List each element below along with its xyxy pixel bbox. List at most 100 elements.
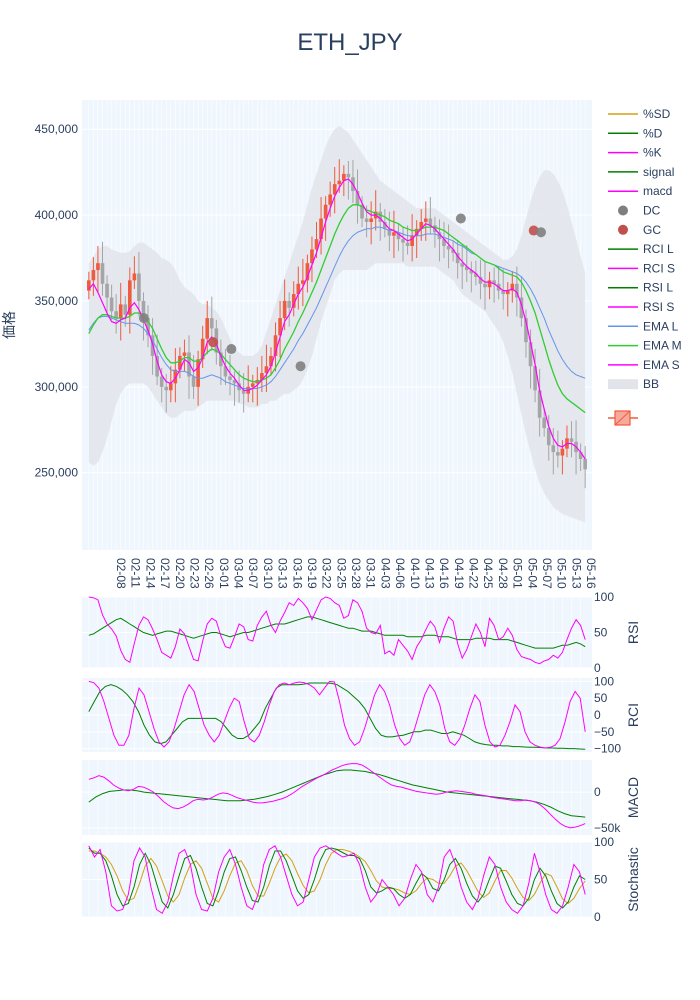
candle-body — [137, 273, 141, 301]
legend-label: %SD — [643, 107, 671, 121]
subplot-tick-label: 100 — [594, 835, 614, 849]
k-line — [88, 845, 586, 915]
candle-body — [524, 318, 528, 343]
candle-body — [460, 263, 465, 267]
candle-body — [569, 438, 574, 442]
rci-s-line — [88, 680, 586, 749]
legend-item: macd — [608, 184, 672, 198]
candle-body — [291, 294, 296, 308]
candle-body — [91, 270, 96, 281]
candle-body — [469, 270, 474, 274]
legend-item: signal — [608, 165, 674, 179]
candle-body — [219, 352, 223, 367]
candle-body — [578, 452, 583, 459]
y-tick-label: 250,000 — [35, 466, 79, 480]
candle-body — [182, 352, 187, 356]
candle-body — [296, 283, 301, 295]
candle-body — [118, 304, 123, 319]
legend-item: BB — [608, 377, 659, 391]
candle-body — [241, 390, 246, 394]
candle-body — [264, 366, 269, 374]
legend-label: macd — [643, 184, 672, 198]
candle-body — [141, 300, 146, 319]
dc-marker — [295, 361, 306, 372]
candle-body — [583, 458, 587, 470]
candle-body — [337, 180, 342, 185]
candle-body — [127, 280, 132, 315]
dc-marker — [455, 213, 466, 224]
candle-body — [178, 355, 182, 370]
ema-m-line — [88, 204, 586, 414]
legend-item: RCI L — [608, 242, 674, 256]
x-tick-label: 04-16 — [437, 558, 451, 589]
x-tick-label: 03-28 — [349, 558, 363, 589]
subplot-title: RCI — [625, 703, 641, 727]
candle-body — [455, 252, 460, 264]
candle-body — [478, 276, 483, 284]
signal-line — [88, 769, 586, 818]
legend-item: DC — [618, 204, 661, 218]
y-tick-label: 400,000 — [35, 208, 79, 222]
price-panel: 250,000 300,000 350,000 400,000 450,000 02-08… — [1, 100, 598, 589]
candle-body — [260, 373, 264, 380]
candle-body — [123, 304, 128, 315]
x-tick-label: 02-20 — [173, 558, 187, 589]
x-tick-label: 05-04 — [525, 558, 539, 589]
subplot-title: MACD — [625, 777, 641, 818]
dc-marker — [226, 344, 237, 355]
legend-swatch — [614, 410, 631, 426]
subplot-area — [82, 760, 592, 835]
legend-label: signal — [643, 165, 674, 179]
legend-label: DC — [643, 204, 661, 218]
candle-body — [132, 273, 137, 281]
candle-body — [168, 383, 173, 391]
macd-panel: −50k 0 MACD — [82, 760, 641, 835]
y-tick-label: 350,000 — [35, 294, 79, 308]
subplot-title: Stochastic — [625, 847, 641, 912]
candle-body — [405, 242, 410, 246]
subplot-tick-label: 100 — [594, 590, 614, 604]
candle-body — [105, 283, 109, 298]
legend-item: %SD — [608, 107, 671, 121]
subplot-tick-label: 0 — [594, 910, 601, 924]
x-tick-label: 03-31 — [364, 558, 378, 589]
subplot-tick-label: −50k — [594, 821, 621, 835]
x-tick-label: 03-19 — [305, 558, 319, 589]
legend-label: RCI S — [643, 261, 675, 275]
legend-item: EMA S — [608, 358, 680, 372]
legend-item: %D — [608, 126, 663, 140]
candle-body — [196, 359, 200, 387]
candle-body — [410, 235, 414, 246]
legend-item: %K — [608, 146, 662, 160]
candle-body — [542, 417, 547, 429]
x-tick-label: 03-22 — [320, 558, 334, 589]
candle-body — [205, 318, 210, 339]
legend-label: %K — [643, 146, 662, 160]
x-tick-label: 03-10 — [261, 558, 275, 589]
candle-body — [282, 300, 287, 319]
legend-item: RSI S — [608, 300, 674, 314]
x-tick-label: 03-13 — [276, 558, 290, 589]
candle-body — [533, 366, 537, 391]
candle-body — [519, 297, 524, 319]
subplot-tick-label: −100 — [594, 742, 621, 756]
legend-swatch — [618, 205, 628, 216]
x-tick-label: 03-16 — [290, 558, 304, 589]
candle-body — [187, 352, 191, 377]
legend-label: RSI L — [643, 281, 673, 295]
candle-body — [446, 245, 451, 250]
candle-body — [332, 184, 337, 195]
candle-body — [200, 338, 205, 360]
subplot-tick-label: 100 — [594, 674, 614, 688]
candle-body — [510, 283, 515, 291]
candle-body — [492, 280, 496, 284]
x-tick-label: 05-16 — [584, 558, 598, 589]
candle-body — [401, 239, 405, 243]
candle-body — [423, 218, 428, 222]
candle-body — [273, 335, 278, 356]
candle-body — [310, 249, 314, 264]
candle-body — [346, 173, 351, 178]
rsi-panel: 0 50 100 RSI — [82, 590, 641, 675]
x-tick-label: 02-11 — [129, 558, 143, 588]
